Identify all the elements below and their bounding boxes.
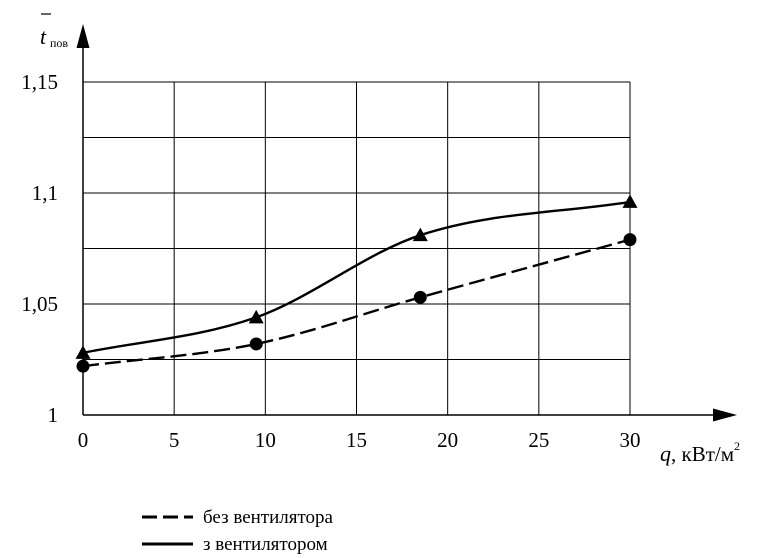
x-label-unit: , кВт/м bbox=[671, 442, 734, 466]
y-tick-label: 1,1 bbox=[32, 181, 58, 205]
grid bbox=[83, 81, 631, 415]
x-axis-label: q, кВт/м2 bbox=[660, 439, 740, 466]
y-axis-arrow bbox=[76, 24, 90, 48]
data-point-triangle bbox=[412, 227, 428, 242]
data-point-circle bbox=[76, 359, 90, 373]
x-tick-label: 30 bbox=[620, 428, 641, 452]
x-tick-label: 10 bbox=[255, 428, 276, 452]
data-point-circle bbox=[623, 233, 637, 247]
y-tick-label: 1 bbox=[48, 403, 59, 427]
series-line-solid bbox=[82, 200, 631, 355]
legend-label-dashed: без вентилятора bbox=[203, 507, 334, 528]
y-label-sub: пов bbox=[50, 36, 68, 50]
x-label-sup: 2 bbox=[734, 439, 740, 453]
x-tick-label: 5 bbox=[169, 428, 180, 452]
x-tick-label: 15 bbox=[346, 428, 367, 452]
axes bbox=[76, 24, 737, 422]
legend: без вентилятора з вентилятором bbox=[142, 507, 334, 555]
y-tick-label: 1,05 bbox=[21, 292, 58, 316]
x-tick-label: 25 bbox=[528, 428, 549, 452]
data-point-triangle bbox=[248, 309, 264, 324]
data-point-triangle bbox=[622, 194, 638, 208]
x-label-var: q bbox=[660, 441, 671, 466]
data-point-circle bbox=[249, 337, 263, 351]
x-axis-arrow bbox=[713, 408, 737, 422]
data-point-circle bbox=[413, 290, 427, 304]
y-label-var: t bbox=[40, 24, 47, 49]
tick-labels: 0 5 10 15 20 25 30 1 1,05 1,1 1,15 bbox=[21, 70, 640, 452]
y-axis-label: t пов bbox=[40, 13, 68, 50]
y-tick-label: 1,15 bbox=[21, 70, 58, 94]
x-tick-label: 20 bbox=[437, 428, 458, 452]
data-point-triangle bbox=[75, 345, 91, 359]
x-tick-label: 0 bbox=[78, 428, 89, 452]
legend-label-solid: з вентилятором bbox=[203, 534, 328, 555]
series-line-dashed bbox=[82, 238, 631, 368]
series-layer bbox=[75, 194, 638, 373]
